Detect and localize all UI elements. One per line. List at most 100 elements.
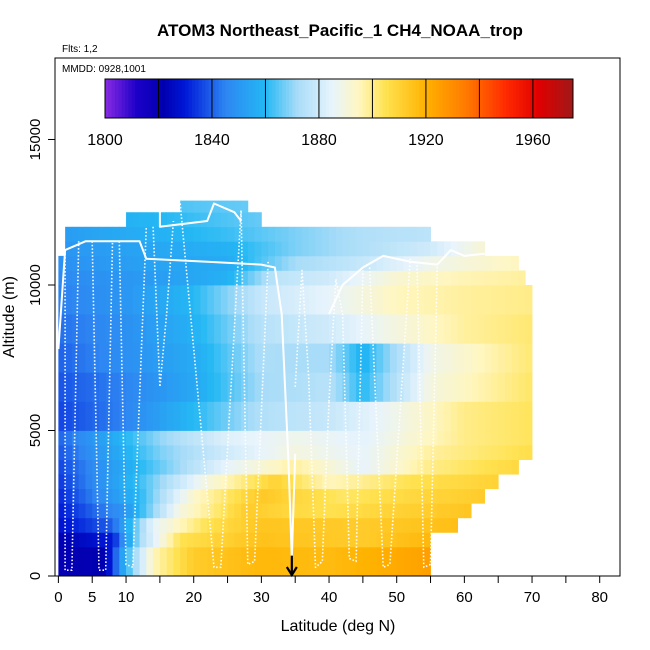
heatmap-cell	[335, 430, 343, 446]
heatmap-cell	[464, 270, 472, 286]
heatmap-cell	[234, 430, 242, 446]
heatmap-cell	[193, 517, 201, 533]
colorbar-swatch	[516, 79, 521, 118]
heatmap-cell	[126, 343, 134, 373]
heatmap-cell	[247, 372, 256, 402]
heatmap-cell	[504, 270, 513, 286]
heatmap-cell	[153, 212, 161, 228]
heatmap-cell	[132, 241, 140, 257]
colorbar-swatch	[536, 79, 541, 118]
heatmap-cell	[444, 270, 452, 286]
x-axis-label: Latitude (deg N)	[281, 618, 396, 635]
heatmap-cell	[254, 488, 262, 504]
heatmap-cell	[342, 459, 350, 475]
colorbar-swatch	[175, 79, 180, 118]
heatmap-cell	[383, 226, 391, 242]
heatmap-cell	[227, 241, 235, 257]
heatmap-cell	[186, 546, 195, 576]
heatmap-cell	[126, 401, 134, 431]
heatmap-cell	[329, 270, 337, 286]
heatmap-cell	[403, 255, 411, 271]
heatmap-cell	[389, 241, 398, 257]
heatmap-cell	[78, 474, 86, 490]
heatmap-cell	[220, 343, 228, 373]
heatmap-cell	[146, 401, 154, 431]
heatmap-cell	[241, 474, 249, 490]
heatmap-cell	[159, 314, 168, 344]
heatmap-cell	[227, 372, 235, 402]
heatmap-cell	[180, 532, 188, 548]
heatmap-cell	[234, 212, 242, 228]
heatmap-cell	[356, 445, 364, 460]
heatmap-cell	[322, 546, 330, 576]
colorbar-frame	[104, 78, 574, 119]
heatmap-cell	[376, 270, 384, 286]
heatmap-cell	[254, 474, 262, 490]
heatmap-cell	[159, 212, 168, 228]
heatmap-cell	[430, 430, 438, 446]
heatmap-cell	[369, 488, 377, 504]
heatmap-cell	[105, 284, 113, 315]
heatmap-cell	[186, 226, 195, 242]
colorbar-swatch	[369, 79, 373, 118]
heatmap-cell	[335, 314, 343, 344]
heatmap-cell	[220, 532, 228, 548]
heatmap-cell	[335, 488, 343, 504]
heatmap-cell	[301, 488, 310, 504]
heatmap-cell	[241, 488, 249, 504]
heatmap-cell	[450, 401, 459, 431]
heatmap-cell	[119, 503, 127, 519]
heatmap-cell	[78, 314, 86, 344]
heatmap-cell	[308, 503, 316, 519]
heatmap-cell	[518, 430, 526, 446]
heatmap-cell	[132, 270, 140, 286]
colorbar-swatch	[489, 79, 494, 118]
heatmap-cell	[376, 284, 384, 315]
heatmap-cell	[376, 546, 384, 576]
heatmap-cell	[132, 255, 140, 271]
heatmap-cell	[268, 474, 276, 490]
heatmap-cell	[139, 226, 147, 242]
heatmap-cell	[207, 372, 215, 402]
heatmap-cell	[511, 343, 519, 373]
heatmap-cell	[153, 255, 161, 271]
heatmap-cell	[450, 503, 459, 519]
heatmap-cell	[193, 255, 201, 271]
heatmap-cell	[376, 314, 384, 344]
heatmap-cell	[403, 430, 411, 446]
heatmap-cell	[389, 314, 398, 344]
heatmap-cell	[207, 459, 215, 475]
heatmap-cell	[261, 372, 269, 402]
heatmap-cell	[247, 430, 256, 446]
heatmap-cell	[335, 270, 343, 286]
colorbar-swatch	[486, 79, 490, 118]
heatmap-cell	[356, 503, 364, 519]
heatmap-cell	[329, 372, 337, 402]
heatmap-cell	[423, 343, 431, 373]
heatmap-cell	[349, 255, 357, 271]
heatmap-cell	[261, 503, 269, 519]
heatmap-cell	[396, 459, 404, 475]
heatmap-cell	[207, 532, 215, 548]
heatmap-cell	[173, 488, 181, 504]
heatmap-cell	[105, 401, 113, 431]
heatmap-cell	[389, 372, 398, 402]
heatmap-cell	[85, 343, 93, 373]
heatmap-cell	[132, 517, 140, 533]
flight-track-profile	[152, 220, 175, 388]
heatmap-cell	[200, 488, 208, 504]
heatmap-cell	[254, 546, 262, 576]
heatmap-cell	[362, 226, 371, 242]
heatmap-cell	[166, 474, 174, 490]
heatmap-cell	[200, 284, 208, 315]
heatmap-cell	[139, 270, 147, 286]
heatmap-cell	[126, 503, 134, 519]
colorbar-swatch	[532, 79, 537, 118]
heatmap-cell	[511, 314, 519, 344]
heatmap-cell	[159, 343, 168, 373]
heatmap-cell	[247, 343, 256, 373]
heatmap-cell	[281, 459, 289, 475]
heatmap-cell	[146, 459, 154, 475]
colorbar-swatch	[496, 79, 500, 118]
colorbar-swatch	[145, 79, 149, 118]
